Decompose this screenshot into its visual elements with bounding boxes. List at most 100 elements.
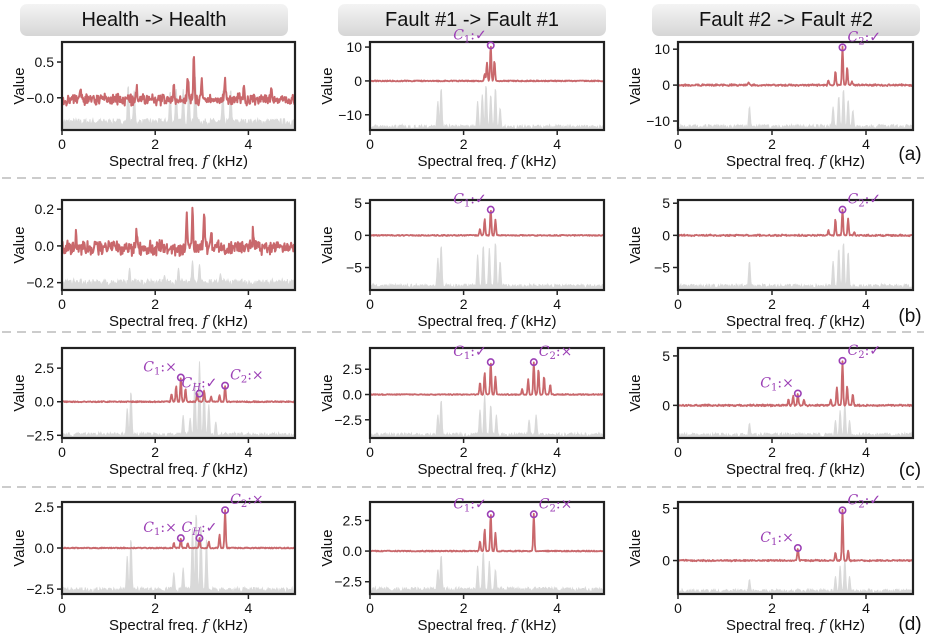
annotation-label: C2:✓ bbox=[848, 29, 882, 47]
plot-area bbox=[62, 361, 295, 438]
annotation-label: C1:✓ bbox=[453, 27, 487, 45]
signal-line bbox=[62, 377, 295, 404]
axes-frame bbox=[676, 40, 915, 132]
annotation-label: C1:× bbox=[143, 360, 177, 378]
x-tick-label: 4 bbox=[245, 600, 253, 616]
x-axis-label: Spectral freq. f (kHz) bbox=[418, 616, 557, 634]
background-spectrum bbox=[62, 514, 295, 594]
signal-line bbox=[62, 509, 295, 550]
column-header-fault2: Fault #2 -> Fault #2 bbox=[652, 4, 920, 36]
annotation-marker bbox=[221, 381, 230, 390]
x-tick-label: 2 bbox=[460, 136, 468, 152]
annotation-marker bbox=[793, 543, 802, 552]
annotation-label: C2:× bbox=[230, 368, 264, 386]
y-tick-label: 0.0 bbox=[35, 540, 55, 556]
background-spectrum bbox=[370, 85, 604, 130]
row-label: (a) bbox=[898, 144, 921, 165]
chart-panel-2-3: 0 2 4 −5 0 5 Value Spectral freq. f (kHz) C2:✓ bbox=[627, 192, 915, 330]
axes-frame bbox=[676, 500, 915, 596]
chart-panel-4-3: 0 2 4 0 5 Value Spectral freq. f (kHz) C1:× C2:✓ bbox=[627, 492, 915, 634]
y-tick-label: 0.2 bbox=[35, 201, 55, 217]
y-tick-label: 0.0 bbox=[35, 394, 55, 410]
axes-frame bbox=[60, 40, 297, 132]
x-tick-label: 0 bbox=[58, 296, 66, 312]
x-tick-label: 0 bbox=[58, 600, 66, 616]
x-tick-label: 2 bbox=[768, 444, 776, 460]
annotation-marker bbox=[529, 358, 538, 367]
y-tick-label: 10 bbox=[654, 41, 670, 57]
background-spectrum bbox=[370, 394, 604, 438]
annotation-marker bbox=[195, 389, 204, 398]
chart-panel-3-1: 0 2 4 −2.5 0.0 2.5 Value Spectral freq. f (kHz)… bbox=[11, 346, 297, 478]
annotation-marker bbox=[486, 41, 495, 50]
y-tick-label: 2.5 bbox=[35, 499, 55, 515]
y-tick-label: 0 bbox=[662, 397, 670, 413]
annotation-marker bbox=[529, 510, 538, 519]
x-tick-label: 0 bbox=[674, 444, 682, 460]
annotation-label: C1:✓ bbox=[453, 192, 487, 210]
axes-frame bbox=[60, 346, 297, 440]
signal-line bbox=[678, 508, 913, 563]
x-tick-label: 2 bbox=[768, 136, 776, 152]
annotation-marker bbox=[793, 389, 802, 398]
background-spectrum bbox=[62, 260, 295, 290]
signal-line bbox=[678, 45, 913, 87]
y-tick-label: −0.0 bbox=[26, 90, 54, 106]
y-axis-label: Value bbox=[319, 67, 336, 104]
y-tick-label: −10 bbox=[646, 113, 670, 129]
y-tick-label: 5 bbox=[662, 348, 670, 364]
annotation-marker bbox=[838, 43, 847, 52]
background-spectrum bbox=[370, 243, 604, 290]
plot-area bbox=[370, 361, 604, 438]
chart-panel-2-2: 0 2 4 −5 0 5 Value Spectral freq. f (kHz) C1:✓ bbox=[319, 192, 606, 330]
chart-panel-1-1: 0 2 4 −0.0 0.5 Value Spectral freq. f (kHz) bbox=[11, 40, 297, 170]
y-tick-label: 0.0 bbox=[343, 543, 363, 559]
annotation-label: C1:× bbox=[143, 520, 177, 538]
x-axis-label: Spectral freq. f (kHz) bbox=[109, 152, 248, 170]
x-axis-label: Spectral freq. f (kHz) bbox=[109, 616, 248, 634]
y-tick-label: −0.2 bbox=[26, 275, 54, 291]
annotation-label: CH:✓ bbox=[182, 376, 218, 394]
row-label: (b) bbox=[898, 306, 921, 327]
x-axis-label: Spectral freq. f (kHz) bbox=[726, 460, 865, 478]
chart-panel-3-3: 0 2 4 0 5 Value Spectral freq. f (kHz) C1:× C2:✓ bbox=[627, 343, 915, 478]
x-tick-label: 4 bbox=[245, 136, 253, 152]
signal-line bbox=[678, 360, 913, 408]
x-tick-label: 4 bbox=[553, 296, 561, 312]
y-axis-label: Value bbox=[627, 67, 644, 104]
axes-frame bbox=[676, 346, 915, 440]
x-tick-label: 2 bbox=[768, 600, 776, 616]
annotation-marker bbox=[486, 358, 495, 367]
x-tick-label: 4 bbox=[862, 136, 870, 152]
x-tick-label: 4 bbox=[245, 296, 253, 312]
axes-frame bbox=[368, 346, 606, 440]
plot-area bbox=[678, 208, 913, 290]
plot-area bbox=[62, 206, 295, 290]
annotation-marker bbox=[176, 373, 185, 382]
background-spectrum bbox=[678, 403, 913, 438]
background-spectrum bbox=[678, 90, 913, 130]
y-axis-label: Value bbox=[11, 67, 28, 104]
chart-panel-4-1: 0 2 4 −2.5 0.0 2.5 Value Spectral freq. f (kHz)… bbox=[11, 492, 297, 634]
y-tick-label: 0 bbox=[662, 227, 670, 243]
axes-frame bbox=[60, 198, 297, 292]
y-tick-label: 0.0 bbox=[35, 238, 55, 254]
y-tick-label: 2.5 bbox=[343, 361, 363, 377]
y-axis-label: Value bbox=[11, 529, 28, 566]
background-spectrum bbox=[678, 243, 913, 290]
signal-line bbox=[62, 206, 295, 257]
row-label: (d) bbox=[898, 614, 921, 635]
x-tick-label: 2 bbox=[460, 600, 468, 616]
annotation-marker bbox=[486, 205, 495, 214]
chart-panel-4-2: 0 2 4 −2.5 0.0 2.5 Value Spectral freq. f (kHz)… bbox=[319, 496, 606, 634]
x-tick-label: 0 bbox=[366, 444, 374, 460]
x-tick-label: 2 bbox=[768, 296, 776, 312]
y-axis-label: Value bbox=[627, 226, 644, 263]
axes-frame bbox=[368, 500, 606, 596]
x-tick-label: 0 bbox=[366, 296, 374, 312]
x-tick-label: 2 bbox=[460, 296, 468, 312]
x-axis-label: Spectral freq. f (kHz) bbox=[109, 312, 248, 330]
x-tick-label: 4 bbox=[553, 136, 561, 152]
